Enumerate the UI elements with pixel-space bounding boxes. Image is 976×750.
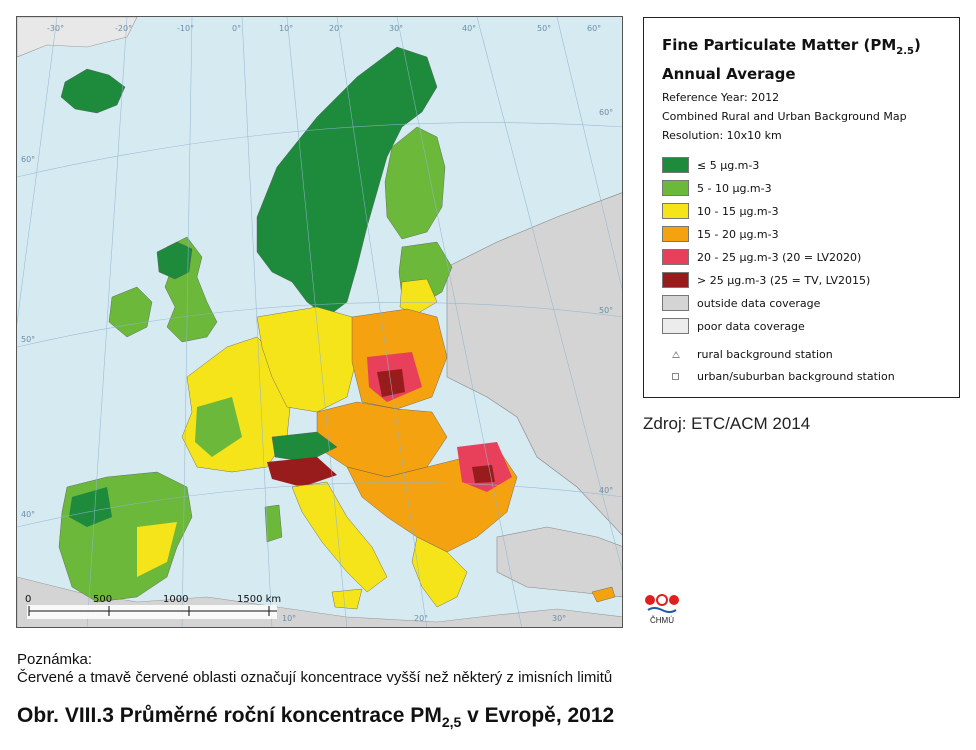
legend-class-label: > 25 µg.m-3 (25 = TV, LV2015) (697, 273, 871, 287)
lon-label-30: 30° (389, 24, 403, 33)
lat-label-left-60: 60° (21, 155, 35, 164)
legend-class-label: 10 - 15 µg.m-3 (697, 204, 779, 218)
lat-label-right-50: 50° (599, 306, 613, 315)
figure-caption: Obr. VIII.3 Průměrné roční koncentrace P… (17, 704, 614, 730)
legend-class-label: 5 - 10 µg.m-3 (697, 181, 772, 195)
legend-swatch-outside (662, 295, 689, 311)
legend-class-row: 5 - 10 µg.m-3 (662, 179, 772, 197)
lon-bottom-20: 20° (414, 614, 428, 623)
lon-bottom-10: 10° (282, 614, 296, 623)
lon-label-0: 0° (232, 24, 241, 33)
lon-label-20: 20° (329, 24, 343, 33)
alps (271, 431, 338, 463)
sicily (331, 588, 363, 610)
italy (291, 481, 388, 593)
chmu-logo: ČHMÚ (644, 594, 680, 630)
ireland (108, 286, 153, 338)
legend-reference-year: Reference Year: 2012 (662, 91, 780, 104)
scale-tick-500: 500 (93, 594, 112, 605)
legend-class-label: poor data coverage (697, 319, 805, 333)
caption-subscript: 2,5 (441, 714, 462, 731)
po-valley (267, 457, 337, 487)
scale-tick-0: 0 (25, 594, 31, 605)
legend-class-row: outside data coverage (662, 294, 820, 312)
legend-class-row: poor data coverage (662, 317, 805, 335)
outside-coverage-east (446, 192, 622, 536)
lon-label-40: 40° (462, 24, 476, 33)
legend-class-label: outside data coverage (697, 296, 821, 310)
legend-title-close: ) (913, 36, 921, 54)
lon-label-minus10: -10° (177, 24, 194, 33)
caption-suffix: v Evropě, 2012 (461, 704, 615, 727)
legend-swatch-class-3 (662, 203, 689, 219)
chmu-logo-mark (645, 594, 679, 613)
iceland (60, 68, 126, 114)
legend-title-line1: Fine Particulate Matter (PM (662, 36, 897, 54)
europe-pm25-map: -30° -20° -10° 0° 10° 20° 30° 40° 50° 60… (16, 16, 623, 628)
legend-class-row: 10 - 15 µg.m-3 (662, 202, 779, 220)
germany (256, 306, 358, 413)
lon-label-60: 60° (587, 24, 601, 33)
legend-swatch-class-6 (662, 272, 689, 288)
lon-label-10: 10° (279, 24, 293, 33)
note-title: Poznámka: (17, 651, 93, 668)
scale-tick-1000: 1000 (163, 594, 188, 605)
map-legend: Fine Particulate Matter (PM2.5) Annual A… (643, 17, 960, 398)
caption-prefix: Obr. VIII.3 Průměrné roční koncentrace P… (17, 704, 442, 727)
lon-bottom-30: 30° (552, 614, 566, 623)
scotland (156, 241, 193, 280)
legend-swatch-class-4 (662, 226, 689, 242)
legend-swatch-class-5 (662, 249, 689, 265)
legend-station-row: urban/suburban background station (662, 367, 895, 385)
legend-title: Fine Particulate Matter (PM2.5) Annual A… (662, 34, 921, 85)
graticule (17, 17, 622, 627)
sardinia (264, 504, 283, 543)
lon-label-minus20: -20° (115, 24, 132, 33)
square-icon (662, 372, 689, 380)
legend-swatch-class-1 (662, 157, 689, 173)
legend-class-row: > 25 µg.m-3 (25 = TV, LV2015) (662, 271, 870, 289)
legend-class-label: ≤ 5 µg.m-3 (697, 158, 760, 172)
lon-label-50: 50° (537, 24, 551, 33)
legend-class-row: ≤ 5 µg.m-3 (662, 156, 759, 174)
scale-bar: 0 500 1000 1500 km (25, 594, 281, 619)
legend-title-subscript: 2.5 (896, 46, 914, 57)
iberia-yellow (137, 522, 177, 577)
lat-label-left-50: 50° (21, 335, 35, 344)
greece (411, 536, 468, 608)
legend-title-line2: Annual Average (662, 65, 796, 83)
legend-class-label: 15 - 20 µg.m-3 (697, 227, 779, 241)
scandinavia (256, 46, 438, 318)
legend-swatch-class-2 (662, 180, 689, 196)
map-canvas: -30° -20° -10° 0° 10° 20° 30° 40° 50° 60… (17, 17, 622, 627)
central-europe (316, 401, 448, 478)
legend-swatch-poor (662, 318, 689, 334)
legend-class-label: 20 - 25 µg.m-3 (20 = LV2020) (697, 250, 862, 264)
legend-station-row: rural background station (662, 345, 833, 363)
turkey (496, 526, 622, 598)
legend-map-type: Combined Rural and Urban Background Map (662, 110, 907, 123)
cyprus (591, 586, 616, 603)
lat-label-right-60: 60° (599, 108, 613, 117)
legend-station-label: urban/suburban background station (697, 369, 895, 383)
finland (384, 126, 446, 240)
outside-coverage-greenland (17, 17, 138, 58)
legend-station-label: rural background station (697, 347, 833, 361)
iberia-dark (69, 487, 112, 527)
chmu-logo-label: ČHMÚ (650, 616, 674, 625)
lithuania (399, 278, 438, 316)
legend-resolution: Resolution: 10x10 km (662, 129, 782, 142)
legend-class-row: 15 - 20 µg.m-3 (662, 225, 779, 243)
note-text: Červené a tmavě červené oblasti označují… (17, 669, 613, 686)
lat-label-left-40: 40° (21, 510, 35, 519)
triangle-icon (662, 350, 689, 358)
scale-tick-1500: 1500 km (237, 594, 281, 605)
source-text: Zdroj: ETC/ACM 2014 (643, 414, 811, 433)
lat-label-right-40: 40° (599, 486, 613, 495)
lon-label-minus30: -30° (47, 24, 64, 33)
legend-class-row: 20 - 25 µg.m-3 (20 = LV2020) (662, 248, 861, 266)
france-green (195, 397, 242, 457)
